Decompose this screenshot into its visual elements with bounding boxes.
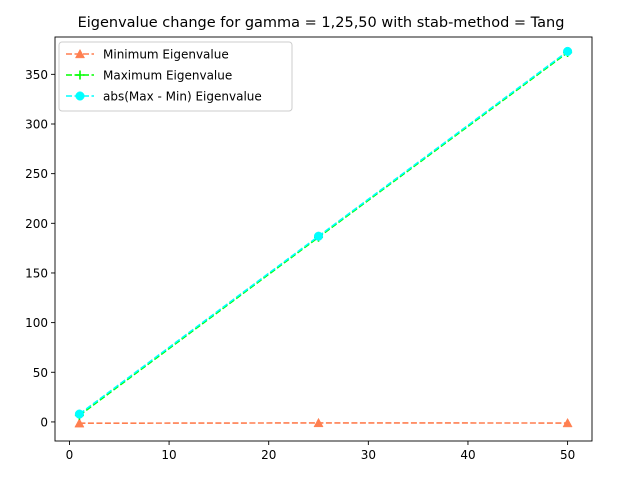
x-tick-label: 50 — [560, 448, 575, 462]
legend-box — [58, 41, 293, 112]
legend-marker-1 — [74, 48, 86, 59]
legend-label-2: Maximum Eigenvalue — [103, 69, 232, 83]
legend: Minimum Eigenvalue Maximum Eigenvalue abs(… — [58, 41, 293, 112]
x-tick-label: 30 — [361, 448, 376, 462]
x-tick-label: 20 — [261, 448, 276, 462]
y-tick-label: 50 — [33, 366, 48, 380]
y-tick-label: 150 — [25, 266, 48, 280]
series-1-marker — [74, 418, 85, 428]
legend-marker-3 — [75, 91, 85, 101]
y-tick-label: 300 — [25, 117, 48, 131]
x-tick-label: 10 — [161, 448, 176, 462]
y-tick-label: 250 — [25, 167, 48, 181]
y-tick-label: 0 — [40, 415, 48, 429]
chart-title: Eigenvalue change for gamma = 1,25,50 wi… — [78, 15, 565, 31]
series-1-marker — [313, 417, 324, 428]
axes-frame — [54, 36, 593, 442]
y-tick-label: 350 — [25, 68, 48, 82]
series-1-marker — [562, 417, 573, 428]
series-3-marker — [313, 231, 324, 241]
y-tick-label: 200 — [25, 217, 48, 231]
y-tick-label: 100 — [25, 316, 48, 330]
plot-area — [74, 46, 573, 428]
axes: 0 10 20 30 40 50 0 50 100 150 200 250 300 350 — [25, 36, 593, 462]
series-3-marker — [74, 409, 84, 419]
x-tick-label: 40 — [460, 448, 475, 462]
x-tick-label: 0 — [66, 448, 74, 462]
series-3-marker — [563, 46, 573, 56]
legend-label-1: Minimum Eigenvalue — [103, 48, 229, 62]
legend-label-3: abs(Max - Min) Eigenvalue — [103, 90, 262, 104]
legend-marker-2 — [75, 70, 85, 80]
